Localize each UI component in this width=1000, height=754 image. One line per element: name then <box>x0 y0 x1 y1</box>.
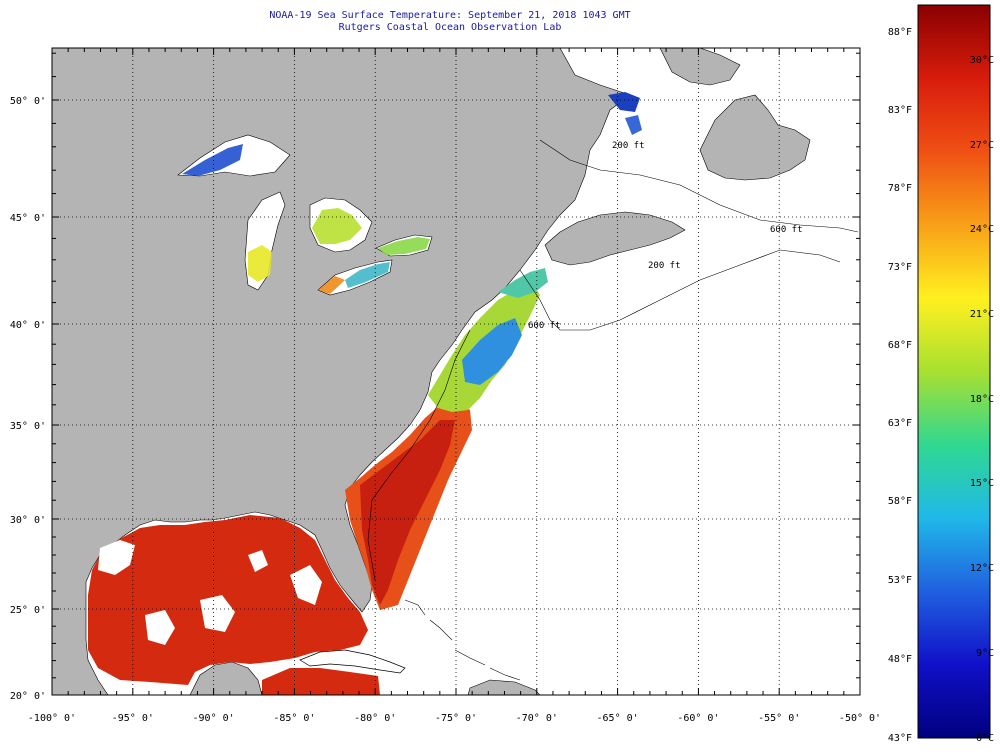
colorbar-fahrenheit-label: 73°F <box>887 262 912 273</box>
longitude-tick-label: -100° 0' <box>28 713 76 724</box>
sst-lake-erie <box>318 276 345 294</box>
longitude-tick-label: -50° 0' <box>839 713 881 724</box>
sst-gulf-st-lawrence-south <box>625 115 642 135</box>
colorbar-fahrenheit-label: 83°F <box>887 105 912 116</box>
colorbar <box>917 4 991 739</box>
sst-shelf-cold <box>462 318 522 385</box>
land-yucatan <box>189 661 263 695</box>
land-maritimes <box>544 211 686 266</box>
colorbar-fahrenheit-label: 68°F <box>887 340 912 351</box>
sst-lake-erie-east <box>345 262 390 288</box>
latitude-tick-label: 30° 0' <box>10 515 46 526</box>
land-cuba <box>299 649 406 674</box>
map-title: NOAA-19 Sea Surface Temperature: Septemb… <box>269 10 631 21</box>
latitude-tick-label: 25° 0' <box>10 605 46 616</box>
colorbar-celsius-label: 18°C <box>969 394 994 405</box>
map-subtitle: Rutgers Coastal Ocean Observation Lab <box>338 22 562 33</box>
colorbar-celsius-label: 12°C <box>969 563 994 574</box>
land-labrador <box>659 48 741 86</box>
latitude-tick-label: 50° 0' <box>10 96 46 107</box>
sst-gulf-of-maine <box>498 268 548 298</box>
latitude-tick-label: 40° 0' <box>10 320 46 331</box>
sst-lake-michigan <box>248 245 272 282</box>
contour-label: 200 ft <box>612 141 645 151</box>
colorbar-celsius-label: 27°C <box>969 140 994 151</box>
cloud-gap <box>145 610 175 645</box>
contour-label: 200 ft <box>648 261 681 271</box>
land-hispaniola <box>467 679 541 695</box>
longitude-tick-label: -60° 0' <box>677 713 719 724</box>
cloud-gap <box>200 595 235 632</box>
latitude-labels: 50° 0' 45° 0' 40° 0' 35° 0' 30° 0' 25° 0' 20° … <box>10 96 46 702</box>
longitude-tick-label: -95° 0' <box>112 713 154 724</box>
bahamas-islands <box>404 599 521 681</box>
colorbar-fahrenheit-label: 48°F <box>887 654 912 665</box>
colorbar-fahrenheit-label: 53°F <box>887 575 912 586</box>
sst-lake-ontario <box>378 237 430 255</box>
contour-label: 600 ft <box>528 321 561 331</box>
colorbar-celsius-label: 9°C <box>975 648 994 659</box>
longitude-tick-label: -65° 0' <box>597 713 639 724</box>
colorbar-celsius-label: 21°C <box>969 309 994 320</box>
colorbar-fahrenheit-label: 63°F <box>887 418 912 429</box>
contour-line <box>367 329 471 581</box>
longitude-tick-label: -90° 0' <box>193 713 235 724</box>
colorbar-fahrenheit-label: 78°F <box>887 183 912 194</box>
land-newfoundland <box>699 94 811 181</box>
colorbar-fahrenheit-label: 43°F <box>887 733 912 744</box>
latitude-tick-label: 20° 0' <box>10 691 46 702</box>
longitude-tick-label: -55° 0' <box>758 713 800 724</box>
latitude-tick-label: 35° 0' <box>10 421 46 432</box>
longitude-tick-label: -80° 0' <box>354 713 396 724</box>
longitude-tick-label: -75° 0' <box>435 713 477 724</box>
longitude-tick-label: -70° 0' <box>516 713 558 724</box>
latitude-tick-label: 45° 0' <box>10 213 46 224</box>
contour-label: 600 ft <box>770 225 803 235</box>
contour-line <box>519 249 841 331</box>
colorbar-celsius-label: 24°C <box>969 224 994 235</box>
colorbar-celsius-label: 6°C <box>975 733 994 744</box>
cloud-gap <box>290 565 322 605</box>
contour-line <box>539 139 859 233</box>
longitude-labels: -100° 0' -95° 0' -90° 0' -85° 0' -80° 0' -75°… <box>28 713 881 724</box>
sst-lake-superior <box>182 144 243 176</box>
longitude-tick-label: -85° 0' <box>273 713 315 724</box>
colorbar-fahrenheit-label: 88°F <box>887 27 912 38</box>
colorbar-celsius-label: 30°C <box>969 55 994 66</box>
sst-gulf-st-lawrence <box>608 92 640 112</box>
colorbar-fahrenheit-label: 58°F <box>887 496 912 507</box>
colorbar-celsius-label: 15°C <box>969 478 994 489</box>
sst-gulf-stream <box>360 420 455 605</box>
cloud-gap <box>248 550 268 572</box>
axis-ticks <box>51 48 861 696</box>
sst-caribbean <box>262 668 380 695</box>
cloud-gap <box>98 540 135 575</box>
